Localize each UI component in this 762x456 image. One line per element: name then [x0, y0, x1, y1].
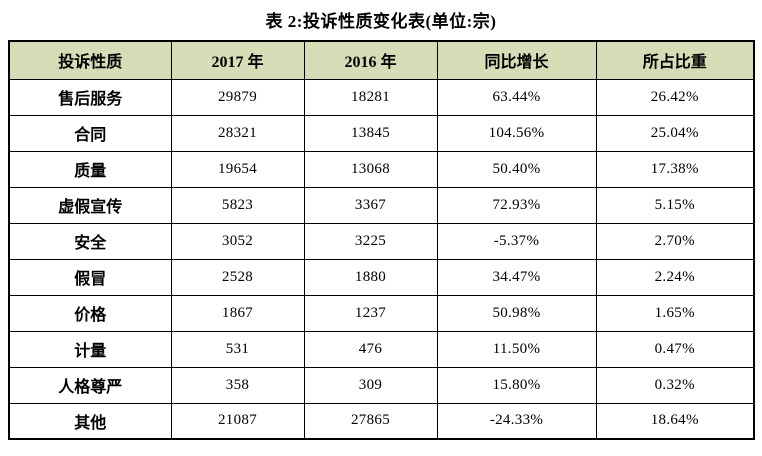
cell-yoy: 34.47%	[436, 258, 597, 296]
cell-category: 合同	[8, 114, 172, 152]
header-share: 所占比重	[595, 40, 755, 80]
cell-2017: 5823	[170, 186, 305, 224]
cell-share: 26.42%	[595, 78, 755, 116]
cell-yoy: 63.44%	[436, 78, 597, 116]
header-yoy-growth: 同比增长	[436, 40, 597, 80]
header-2017: 2017 年	[170, 40, 305, 80]
cell-category: 人格尊严	[8, 366, 172, 404]
cell-share: 5.15%	[595, 186, 755, 224]
cell-share: 17.38%	[595, 150, 755, 188]
cell-2016: 27865	[303, 402, 438, 440]
table-row: 假冒 2528 1880 34.47% 2.24%	[8, 258, 755, 296]
cell-2017: 28321	[170, 114, 305, 152]
cell-2017: 358	[170, 366, 305, 404]
table-row: 虚假宣传 5823 3367 72.93% 5.15%	[8, 186, 755, 224]
cell-category: 质量	[8, 150, 172, 188]
cell-category: 安全	[8, 222, 172, 260]
cell-2017: 19654	[170, 150, 305, 188]
table-header-row: 投诉性质 2017 年 2016 年 同比增长 所占比重	[8, 40, 755, 80]
cell-yoy: 11.50%	[436, 330, 597, 368]
complaint-nature-table: 投诉性质 2017 年 2016 年 同比增长 所占比重 售后服务 29879 …	[8, 40, 755, 440]
cell-2016: 3225	[303, 222, 438, 260]
cell-2016: 1237	[303, 294, 438, 332]
cell-2016: 1880	[303, 258, 438, 296]
cell-category: 计量	[8, 330, 172, 368]
cell-2016: 309	[303, 366, 438, 404]
cell-category: 假冒	[8, 258, 172, 296]
table-row: 其他 21087 27865 -24.33% 18.64%	[8, 402, 755, 440]
cell-yoy: 50.98%	[436, 294, 597, 332]
cell-category: 虚假宣传	[8, 186, 172, 224]
cell-2016: 3367	[303, 186, 438, 224]
table-row: 质量 19654 13068 50.40% 17.38%	[8, 150, 755, 188]
cell-share: 1.65%	[595, 294, 755, 332]
cell-2017: 3052	[170, 222, 305, 260]
table-row: 售后服务 29879 18281 63.44% 26.42%	[8, 78, 755, 116]
cell-yoy: 50.40%	[436, 150, 597, 188]
cell-2016: 13845	[303, 114, 438, 152]
cell-share: 2.70%	[595, 222, 755, 260]
cell-share: 2.24%	[595, 258, 755, 296]
cell-category: 售后服务	[8, 78, 172, 116]
cell-share: 0.47%	[595, 330, 755, 368]
header-2016: 2016 年	[303, 40, 438, 80]
cell-share: 25.04%	[595, 114, 755, 152]
cell-2017: 29879	[170, 78, 305, 116]
cell-2016: 18281	[303, 78, 438, 116]
cell-yoy: 15.80%	[436, 366, 597, 404]
cell-yoy: 104.56%	[436, 114, 597, 152]
cell-2017: 21087	[170, 402, 305, 440]
cell-yoy: -24.33%	[436, 402, 597, 440]
cell-2017: 531	[170, 330, 305, 368]
table-row: 人格尊严 358 309 15.80% 0.32%	[8, 366, 755, 404]
table-row: 合同 28321 13845 104.56% 25.04%	[8, 114, 755, 152]
cell-category: 其他	[8, 402, 172, 440]
cell-share: 18.64%	[595, 402, 755, 440]
cell-2016: 476	[303, 330, 438, 368]
cell-2016: 13068	[303, 150, 438, 188]
cell-2017: 1867	[170, 294, 305, 332]
cell-yoy: 72.93%	[436, 186, 597, 224]
table-row: 安全 3052 3225 -5.37% 2.70%	[8, 222, 755, 260]
table-title: 表 2:投诉性质变化表(单位:宗)	[265, 12, 497, 31]
cell-yoy: -5.37%	[436, 222, 597, 260]
cell-category: 价格	[8, 294, 172, 332]
table-row: 价格 1867 1237 50.98% 1.65%	[8, 294, 755, 332]
header-category: 投诉性质	[8, 40, 172, 80]
cell-share: 0.32%	[595, 366, 755, 404]
table-row: 计量 531 476 11.50% 0.47%	[8, 330, 755, 368]
cell-2017: 2528	[170, 258, 305, 296]
